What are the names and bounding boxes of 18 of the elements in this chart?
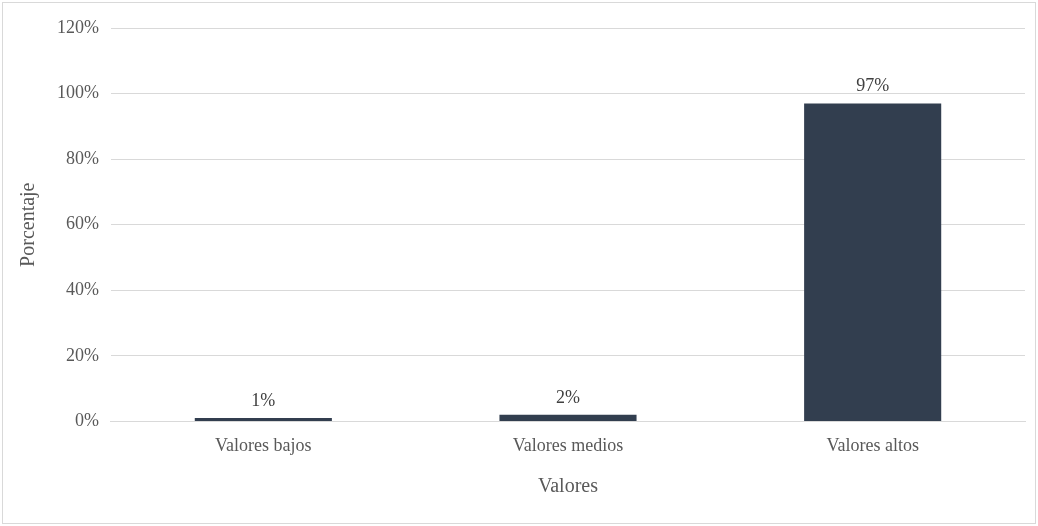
y-axis-title: Porcentaje	[16, 182, 40, 267]
bar	[194, 418, 332, 421]
x-tick-label: Valores bajos	[215, 434, 312, 455]
data-label: 2%	[556, 386, 580, 407]
bar	[804, 103, 942, 421]
y-tick-label: 120%	[56, 16, 99, 37]
data-label: 1%	[251, 389, 276, 410]
y-tick-label: 100%	[56, 82, 99, 103]
y-tick-label: 80%	[65, 147, 99, 168]
y-tick-label: 60%	[65, 213, 99, 234]
bar	[499, 414, 637, 421]
y-tick-label: 20%	[65, 344, 99, 365]
y-tick-label: 40%	[65, 279, 99, 299]
x-tick-label: Valores altos	[826, 434, 919, 455]
x-tick-label: Valores medios	[512, 434, 624, 455]
data-label: 97%	[856, 75, 890, 96]
x-axis-title: Valores	[538, 474, 599, 497]
y-tick-label: 0%	[74, 410, 99, 431]
